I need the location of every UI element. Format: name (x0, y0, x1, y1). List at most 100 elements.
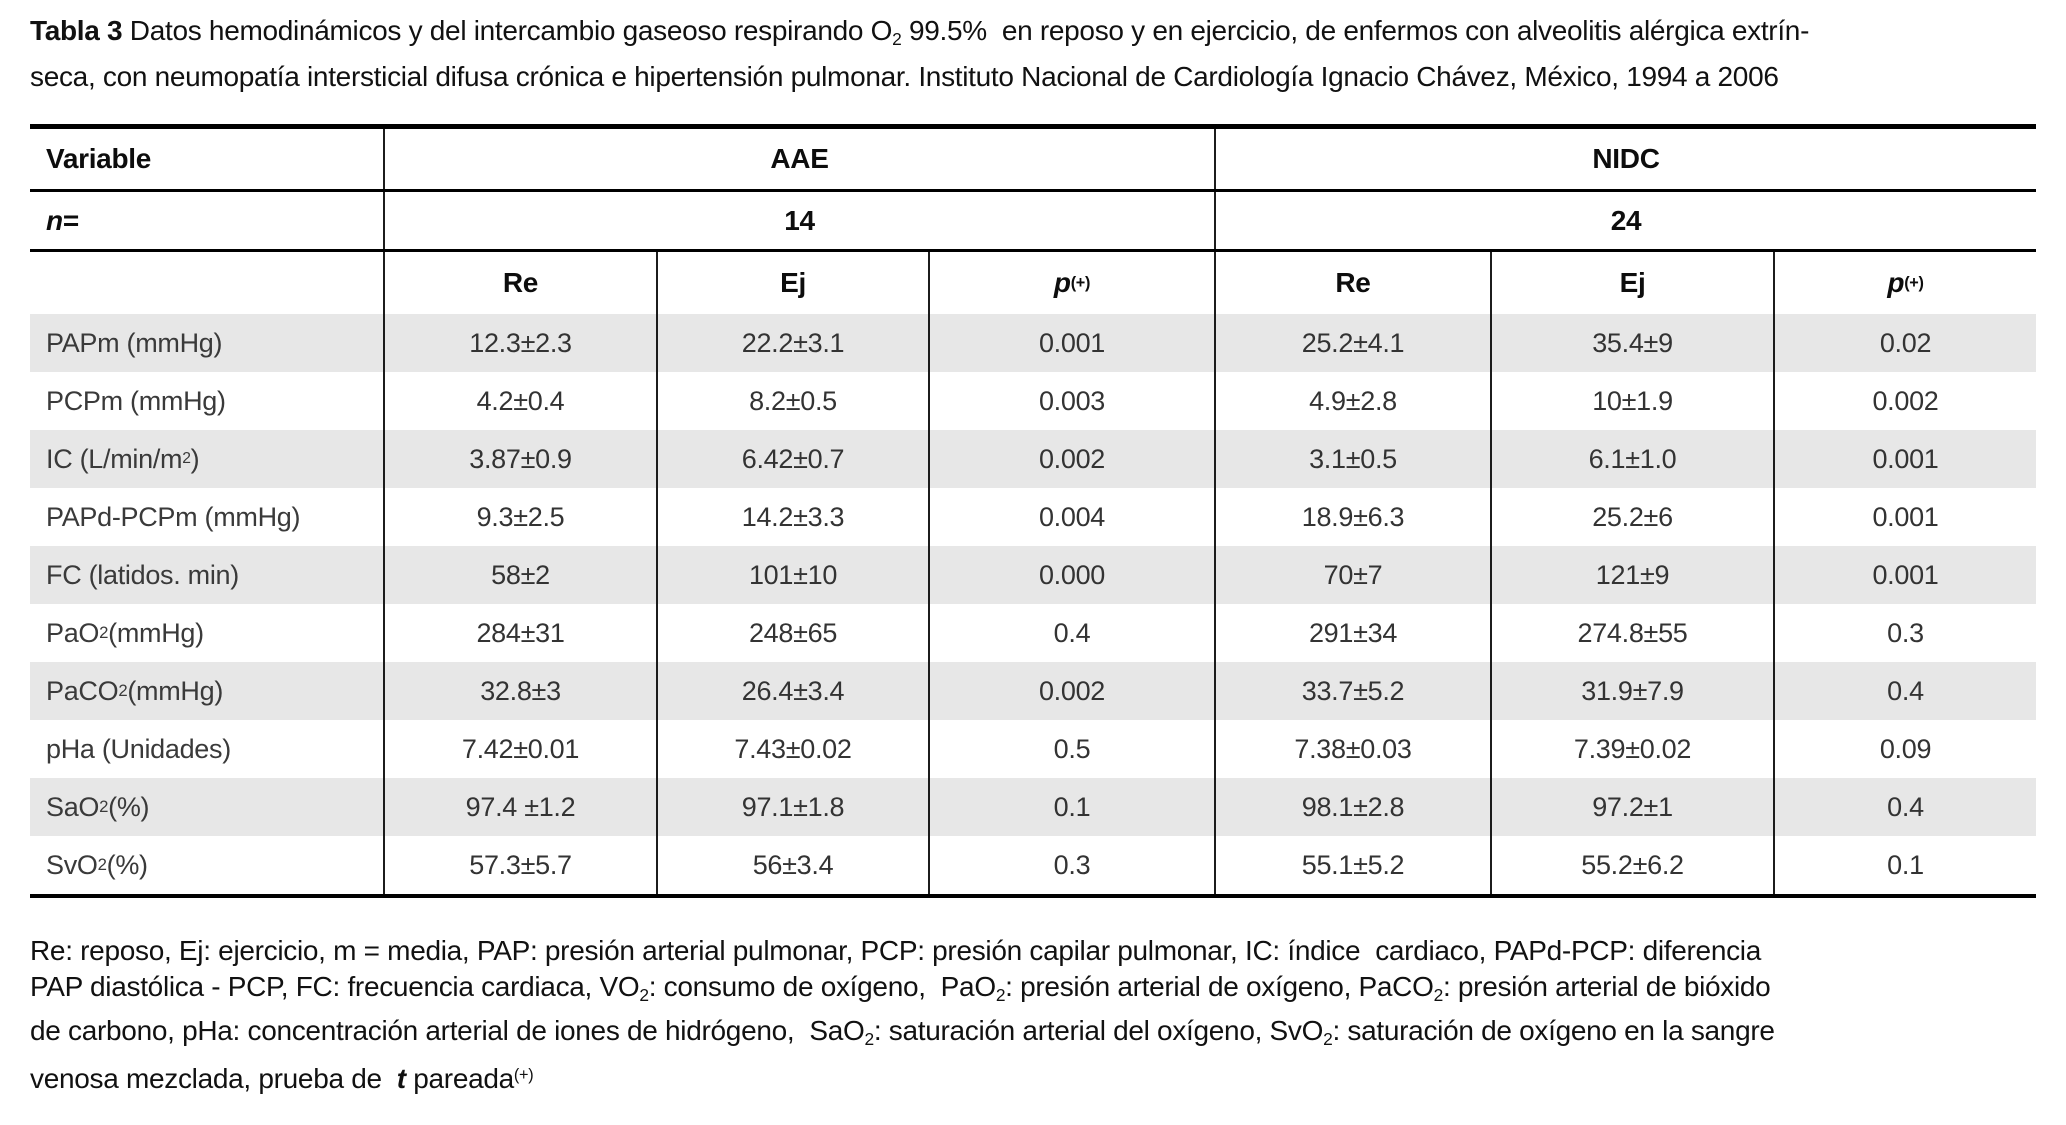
table-cell: 3.1±0.5 (1214, 430, 1490, 488)
table-row: IC (L/min/m 2) 3.87±0.9 6.42±0.7 0.002 3.1±0.… (30, 430, 2036, 488)
table-row: PAPm (mmHg) 12.3±2.3 22.2±3.1 0.001 25.2±4.1… (30, 314, 2036, 372)
table-row: FC (latidos. min) 58±2 101±10 0.000 70±7 121±… (30, 546, 2036, 604)
table-cell: 98.1±2.8 (1214, 778, 1490, 836)
text-segment: : saturación de oxígeno en la sangre (1332, 1015, 1775, 1047)
text-segment: venosa mezclada, prueba de (30, 1063, 397, 1095)
table-cell: 4.2±0.4 (383, 372, 656, 430)
header-group-aae: AAE (383, 129, 1214, 189)
text-segment: Ej (1619, 267, 1646, 298)
table-cell: 0.4 (928, 604, 1214, 662)
text-segment: pareada (405, 1063, 514, 1095)
text-segment: PaCO (46, 675, 119, 706)
row-label: SvO 2 (%) (30, 836, 383, 894)
table-cell: 0.002 (1773, 372, 2036, 430)
subheader-aae-re: Re (383, 252, 656, 314)
footnote-line-1: Re: reposo, Ej: ejercicio, m = media, PA… (30, 933, 2040, 969)
table-cell: 33.7±5.2 (1214, 662, 1490, 720)
table-group-header-row: Variable AAE NIDC (30, 129, 2036, 192)
table-cell: 7.39±0.02 (1490, 720, 1773, 778)
table-cell: 6.1±1.0 (1490, 430, 1773, 488)
table-subheader-row: Re Ej p (+) Re Ej p (+) (30, 252, 2036, 314)
text-segment: PaO (46, 617, 100, 648)
text-segment: (%) (106, 849, 148, 880)
table-cell: 97.1±1.8 (656, 778, 928, 836)
table-cell: 0.1 (1773, 836, 2036, 894)
subheader-aae-p: p (+) (928, 252, 1214, 314)
table-cell: 0.1 (928, 778, 1214, 836)
table-cell: 55.1±5.2 (1214, 836, 1490, 894)
text-segment: FC (latidos. min) (46, 559, 239, 590)
table-cell: 0.003 (928, 372, 1214, 430)
table-cell: 274.8±55 (1490, 604, 1773, 662)
row-label: IC (L/min/m 2) (30, 430, 383, 488)
text-segment: SaO (46, 791, 100, 822)
table-cell: 0.09 (1773, 720, 2036, 778)
text-segment: : saturación arterial del oxígeno, SvO (873, 1015, 1324, 1047)
table-cell: 0.5 (928, 720, 1214, 778)
text-segment: (+) (1904, 273, 1924, 292)
text-segment: pHa (Unidades) (46, 733, 231, 764)
text-segment: p (1887, 267, 1905, 298)
text-segment: ) (190, 443, 200, 474)
table-cell: 10±1.9 (1490, 372, 1773, 430)
text-segment: SvO (46, 849, 98, 880)
table-cell: 55.2±6.2 (1490, 836, 1773, 894)
table-cell: 25.2±6 (1490, 488, 1773, 546)
table-cell: 101±10 (656, 546, 928, 604)
table-cell: 0.002 (928, 430, 1214, 488)
text-segment: (+) (1070, 273, 1091, 292)
table-cell: 248±65 (656, 604, 928, 662)
text-segment: p (1053, 267, 1071, 298)
text-segment: IC (L/min/m (46, 443, 183, 474)
text-segment: t (396, 1063, 406, 1095)
table-cell: 18.9±6.3 (1214, 488, 1490, 546)
table-cell: 97.4 ±1.2 (383, 778, 656, 836)
table-cell: 0.001 (1773, 430, 2036, 488)
data-table: Variable AAE NIDC n = 14 24 Re Ej p (+) … (30, 124, 2036, 898)
table-row: SaO 2 (%) 97.4 ±1.2 97.1±1.8 0.1 98.1±2.8 97.2… (30, 778, 2036, 836)
text-segment: Re (1335, 267, 1371, 298)
table-cell: 22.2±3.1 (656, 314, 928, 372)
text-segment: Re: reposo, Ej: ejercicio, m = media, PA… (30, 935, 1761, 966)
header-variable: Variable (46, 143, 152, 174)
text-segment: 2 (864, 1029, 874, 1050)
text-segment: 2 (97, 855, 107, 874)
footnote-line-2: PAP diastólica - PCP, FC: frecuencia car… (30, 969, 2040, 1013)
text-segment: = (62, 204, 79, 236)
table-row: PCPm (mmHg) 4.2±0.4 8.2±0.5 0.003 4.9±2.8 10±… (30, 372, 2036, 430)
text-segment: Ej (780, 267, 806, 298)
table-cell: 7.38±0.03 (1214, 720, 1490, 778)
text-segment: 99.5% en reposo y en ejercicio, de enfer… (901, 15, 1810, 46)
text-segment: PCPm (mmHg) (46, 385, 226, 416)
text-segment: Datos hemodinámicos y del intercambio ga… (122, 15, 893, 46)
text-segment: : consumo de oxígeno, PaO (648, 971, 996, 1002)
row-label: pHa (Unidades) (30, 720, 383, 778)
table-cell: 7.42±0.01 (383, 720, 656, 778)
text-segment: 2 (892, 29, 902, 50)
text-segment: seca, con neumopatía intersticial difusa… (30, 61, 1779, 93)
table-cell: 7.43±0.02 (656, 720, 928, 778)
table-cell: 8.2±0.5 (656, 372, 928, 430)
table-cell: 97.2±1 (1490, 778, 1773, 836)
table-body: PAPm (mmHg) 12.3±2.3 22.2±3.1 0.001 25.2±4.1… (30, 314, 2036, 894)
table-cell: 0.002 (928, 662, 1214, 720)
table-cell: 6.42±0.7 (656, 430, 928, 488)
row-label: PAPm (mmHg) (30, 314, 383, 372)
row-label: PCPm (mmHg) (30, 372, 383, 430)
table-row: PaO 2 (mmHg) 284±31 248±65 0.4 291±34 274.8±55… (30, 604, 2036, 662)
table-cell: 35.4±9 (1490, 314, 1773, 372)
table-cell: 0.4 (1773, 778, 2036, 836)
table-cell: 0.3 (1773, 604, 2036, 662)
text-segment: (%) (108, 791, 150, 822)
table-cell: 0.004 (928, 488, 1214, 546)
row-label: FC (latidos. min) (30, 546, 383, 604)
row-label: PaO 2 (mmHg) (30, 604, 383, 662)
text-segment: 2 (99, 797, 109, 816)
text-segment: Tabla 3 (30, 15, 123, 46)
text-segment: 2 (182, 450, 191, 467)
caption-line-1: Tabla 3 Datos hemodinámicos y del interc… (30, 12, 2040, 58)
text-segment: 2 (118, 681, 128, 700)
table-cell: 0.000 (928, 546, 1214, 604)
table-row: SvO 2 (%) 57.3±5.7 56±3.4 0.3 55.1±5.2 55.2±6.… (30, 836, 2036, 894)
table-caption: Tabla 3 Datos hemodinámicos y del interc… (30, 12, 2040, 95)
